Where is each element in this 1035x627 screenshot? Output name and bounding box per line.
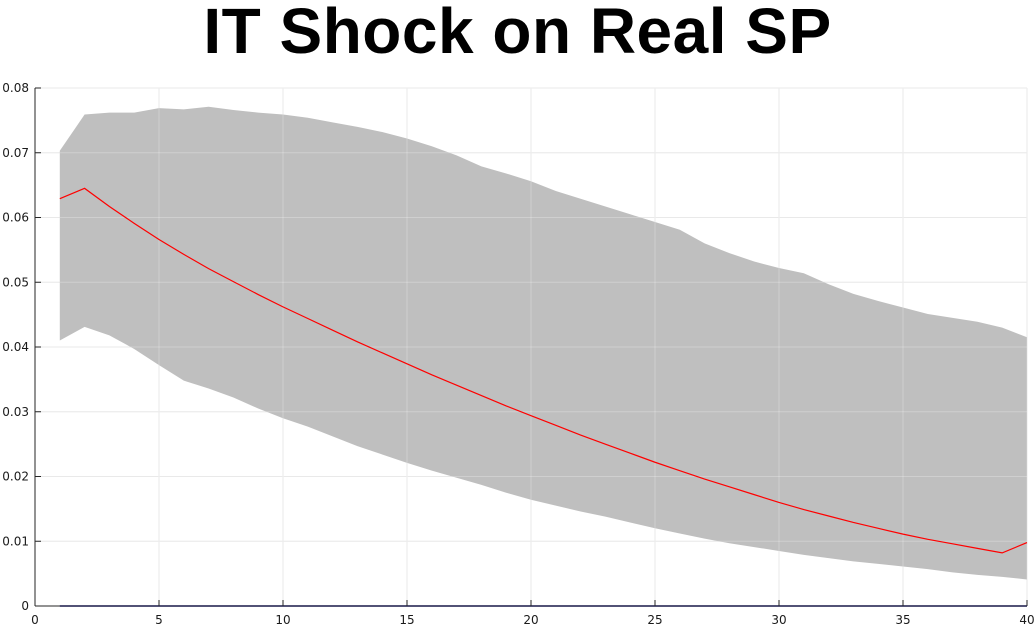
series-line-response (59, 187, 1028, 554)
x-tick-label: 20 (523, 613, 538, 627)
tick-labels: 0 5 10 15 20 25 30 35 40 0 0.01 0.02 0.03 0.04 0.05 0.0… (2, 81, 1034, 627)
confidence-band (59, 106, 1028, 580)
x-tick-label: 10 (275, 613, 290, 627)
y-tick-label: 0.08 (2, 81, 29, 95)
confidence-band-layer (59, 106, 1028, 580)
x-tick-label: 40 (1019, 613, 1034, 627)
axes (34, 87, 1028, 607)
y-tick-label: 0.02 (2, 470, 29, 484)
x-tick-label: 25 (647, 613, 662, 627)
x-tick-label: 30 (771, 613, 786, 627)
x-tick-label: 0 (31, 613, 39, 627)
x-tick-label: 35 (895, 613, 910, 627)
y-tick-label: 0.01 (2, 534, 29, 548)
y-tick-label: 0.07 (2, 146, 29, 160)
y-tick-label: 0 (21, 599, 29, 613)
y-tick-label: 0.06 (2, 211, 29, 225)
y-tick-label: 0.05 (2, 275, 29, 289)
x-tick-label: 5 (155, 613, 163, 627)
y-tick-label: 0.03 (2, 405, 29, 419)
x-tick-label: 15 (399, 613, 414, 627)
chart-title: IT Shock on Real SP (203, 0, 832, 67)
y-tick-label: 0.04 (2, 340, 29, 354)
